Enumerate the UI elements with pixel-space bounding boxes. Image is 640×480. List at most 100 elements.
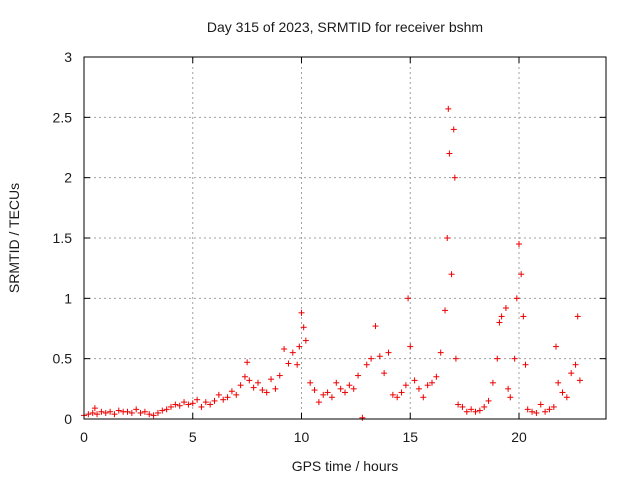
data-point [276, 372, 283, 379]
x-axis-label: GPS time / hours [292, 458, 399, 474]
data-point [446, 150, 453, 157]
data-point [176, 402, 183, 409]
points-layer [81, 105, 583, 421]
data-point [485, 397, 492, 404]
data-point [328, 394, 335, 401]
data-point [498, 313, 505, 320]
y-tick-label: 0.5 [53, 351, 73, 367]
data-point [255, 379, 261, 386]
data-point [407, 343, 414, 350]
data-point [111, 411, 118, 418]
data-point [154, 409, 161, 416]
x-tick-label: 10 [294, 429, 310, 445]
data-point [455, 401, 462, 408]
data-point [259, 387, 266, 394]
data-point [124, 408, 131, 415]
data-point [285, 360, 292, 367]
data-point [215, 391, 222, 398]
data-point [368, 355, 375, 362]
data-point [342, 389, 348, 396]
data-point [337, 385, 344, 392]
data-point [524, 406, 531, 413]
data-point [424, 382, 431, 389]
data-point [202, 399, 209, 406]
data-point [533, 409, 540, 416]
data-point [315, 399, 322, 406]
data-point [281, 346, 288, 353]
data-point [444, 235, 451, 241]
data-point [181, 399, 188, 406]
data-point [481, 403, 488, 410]
data-point [552, 343, 559, 350]
chart-title: Day 315 of 2023, SRMTID for receiver bsh… [207, 19, 483, 35]
data-point [376, 353, 383, 360]
data-point [513, 295, 520, 302]
data-point [359, 414, 366, 421]
data-point [296, 343, 303, 350]
data-point [298, 309, 305, 316]
x-tick-label: 0 [80, 429, 88, 445]
data-point [128, 409, 135, 416]
data-point [233, 391, 240, 398]
y-tick-label: 0 [64, 411, 72, 427]
data-point [246, 377, 253, 384]
data-point [194, 396, 201, 403]
data-point [172, 401, 179, 408]
x-tick-label: 20 [511, 429, 527, 445]
data-point [311, 387, 318, 394]
data-point [429, 379, 435, 386]
data-point [333, 379, 340, 386]
data-point [516, 241, 522, 248]
data-point [476, 407, 483, 414]
data-point [363, 361, 370, 368]
data-point [300, 324, 307, 331]
data-point [405, 295, 412, 302]
data-point [546, 406, 553, 413]
data-point [241, 373, 248, 380]
data-point [398, 389, 405, 396]
data-point [320, 391, 327, 398]
data-point [555, 379, 562, 386]
data-point [211, 397, 218, 404]
data-point [133, 406, 140, 413]
data-point [102, 409, 109, 416]
data-point [518, 271, 525, 278]
x-tick-label: 15 [402, 429, 418, 445]
data-point [185, 401, 192, 408]
data-point [520, 313, 527, 320]
data-point [228, 388, 235, 395]
data-point [107, 408, 114, 415]
data-point [220, 396, 227, 403]
data-point [150, 412, 157, 419]
data-point [350, 385, 357, 392]
data-point [381, 370, 388, 377]
data-point [411, 377, 418, 384]
data-point [568, 370, 575, 377]
data-point [472, 408, 479, 415]
data-point [507, 394, 514, 401]
data-point [89, 409, 96, 416]
data-point [385, 349, 392, 356]
y-tick-label: 3 [64, 49, 72, 65]
data-point [94, 411, 101, 418]
data-point [559, 389, 566, 396]
y-tick-label: 1.5 [53, 230, 73, 246]
data-point [550, 403, 557, 410]
data-point [372, 323, 379, 330]
data-point [445, 105, 452, 112]
data-point [324, 389, 331, 396]
data-point [489, 379, 496, 386]
data-point [294, 361, 301, 368]
data-point [272, 385, 279, 392]
data-point [529, 408, 536, 415]
data-point [496, 319, 503, 326]
y-tick-label: 2.5 [53, 109, 73, 125]
data-point [574, 313, 581, 320]
data-point [450, 126, 457, 133]
y-tick-label: 1 [64, 290, 72, 306]
data-point [250, 384, 257, 391]
data-point [141, 408, 148, 415]
data-point [448, 271, 455, 278]
y-tick-label: 2 [64, 170, 72, 186]
